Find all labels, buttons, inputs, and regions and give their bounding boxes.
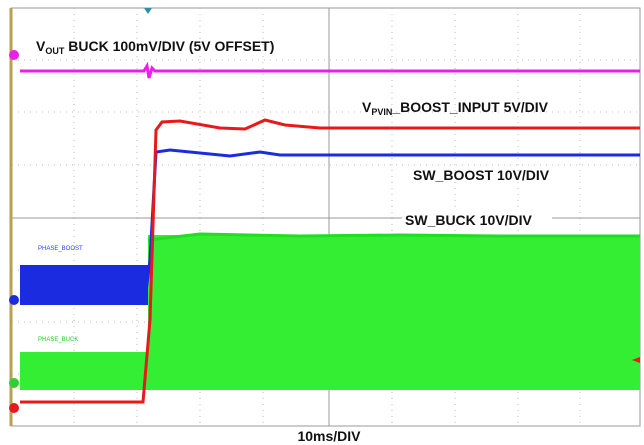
sw-buck-envelope [147, 232, 640, 242]
phase-buck-label: PHASE_BUCK [38, 337, 78, 343]
channel-marker [9, 378, 19, 388]
sw-boost-trace [20, 265, 148, 305]
vpvin-trace [20, 118, 640, 404]
sw-boost-trace [20, 148, 640, 302]
sw-boost-label: SW_BOOST 10V/DIV [413, 167, 550, 183]
phase-boost-label: PHASE_BOOST [38, 246, 83, 252]
level-marker [632, 357, 640, 363]
sw-buck-trace [148, 235, 640, 390]
vpvin-label: VPVIN_BOOST_INPUT 5V/DIV [362, 99, 549, 117]
sw-buck-trace [20, 352, 148, 390]
trigger-marker [144, 8, 152, 14]
sw-buck-label: SW_BUCK 10V/DIV [405, 212, 532, 228]
label-backdrop [402, 211, 552, 229]
channel-marker [9, 403, 19, 413]
timebase-label: 10ms/DIV [297, 428, 361, 444]
vout-label: VOUT BUCK 100mV/DIV (5V OFFSET) [36, 38, 274, 56]
vout-trace [20, 61, 640, 79]
channel-marker [9, 50, 19, 60]
channel-marker [9, 295, 19, 305]
